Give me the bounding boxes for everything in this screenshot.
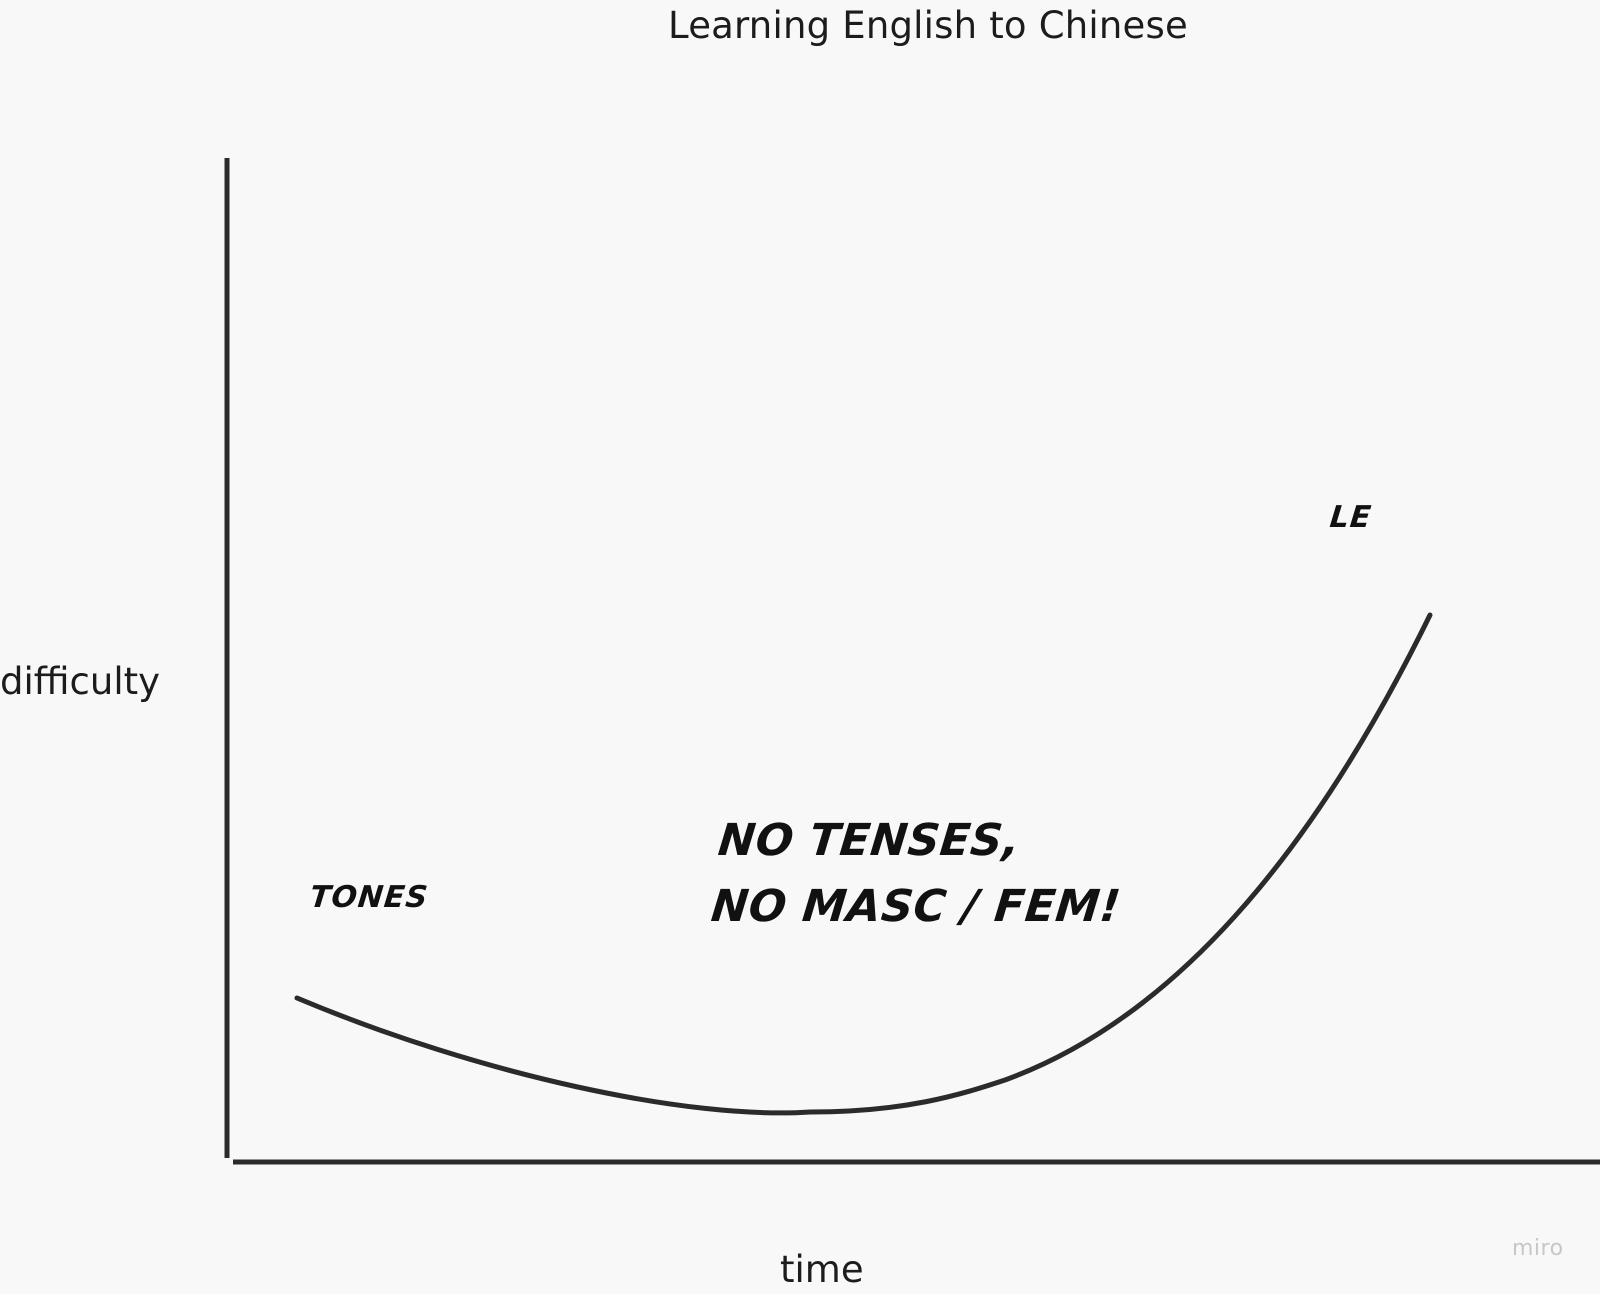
annotation-no-tenses: NO TENSES, NO MASC / FEM! — [708, 808, 1131, 940]
x-axis-label: time — [780, 1248, 864, 1291]
annotation-tones: TONES — [308, 880, 431, 915]
annotation-le: LE — [1328, 500, 1374, 535]
miro-watermark: miro — [1512, 1236, 1564, 1261]
y-axis-label: difficulty — [0, 660, 161, 703]
annotation-no-tenses-line1: NO TENSES, — [715, 815, 1023, 866]
annotation-no-tenses-line2: NO MASC / FEM! — [708, 881, 1124, 932]
difficulty-curve — [294, 612, 1433, 1116]
